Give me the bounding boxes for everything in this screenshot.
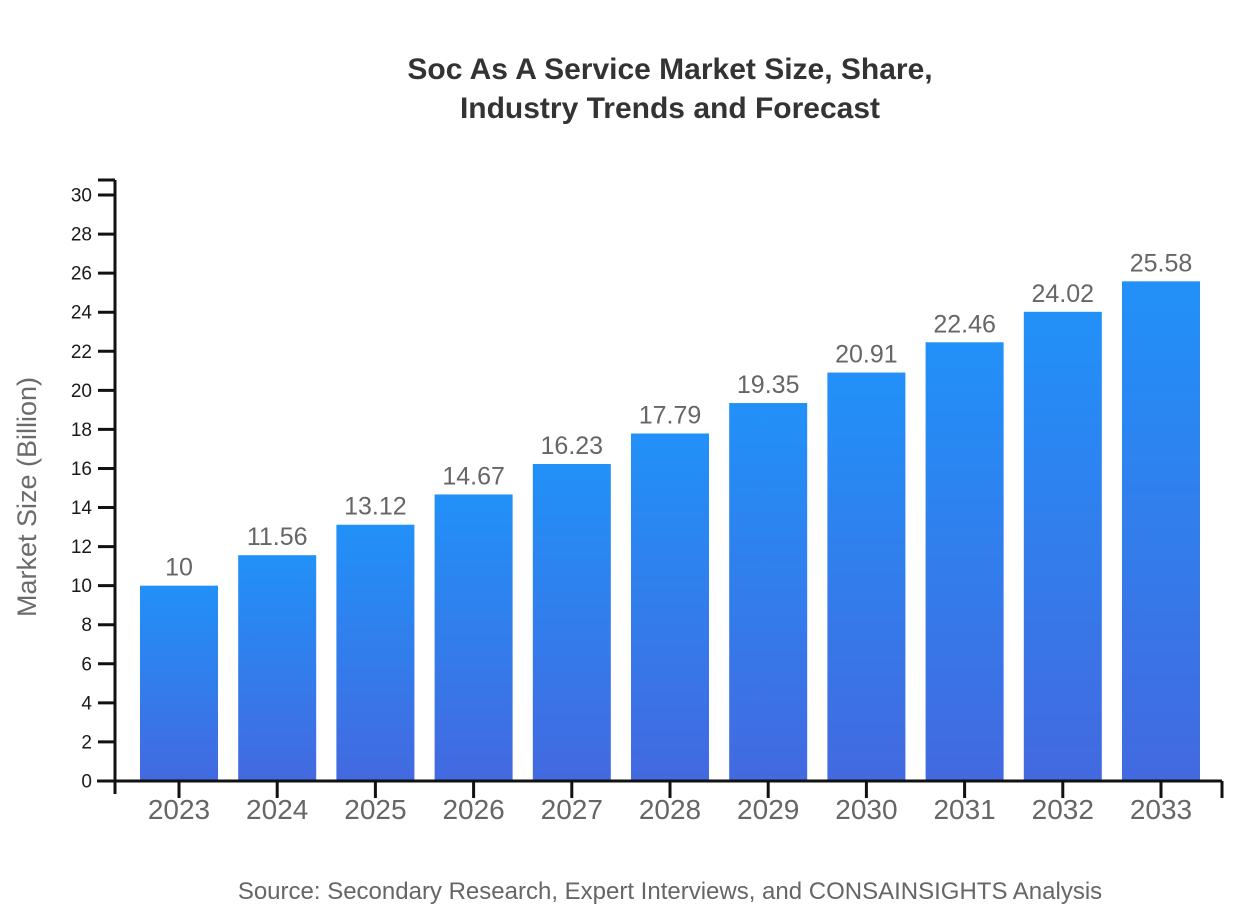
- y-tick-label: 2: [81, 732, 92, 753]
- y-tick-label: 0: [81, 772, 92, 793]
- y-tick-label: 10: [71, 576, 92, 597]
- y-tick-label: 26: [71, 264, 92, 285]
- bars-layer: 10 11.56 13.12 14.67 16.23 17.79 19.35 20.91 22.…: [140, 249, 1200, 781]
- bar-value-label: 13.12: [344, 493, 407, 521]
- x-axis: 2023 2024 2025 2026 2027 2028 2029 2030 2031 2032…: [97, 779, 1224, 825]
- x-tick-label: 2024: [246, 794, 308, 825]
- y-tick-label: 12: [71, 537, 92, 558]
- y-tick-label: 4: [81, 693, 92, 714]
- chart-title-line2: Industry Trends and Forecast: [460, 92, 880, 125]
- bar: [140, 585, 218, 781]
- bar: [434, 494, 513, 781]
- y-tick-label: 30: [71, 186, 92, 207]
- x-tick-label: 2023: [148, 794, 210, 825]
- y-tick-label: 8: [81, 615, 92, 636]
- x-tick-label: 2028: [639, 794, 701, 825]
- bar-value-label: 11.56: [247, 523, 308, 551]
- x-tick-label: 2026: [442, 794, 504, 825]
- bar-value-label: 19.35: [737, 371, 800, 399]
- bar: [238, 555, 317, 781]
- bar: [1023, 311, 1102, 781]
- x-tick-label: 2032: [1032, 794, 1094, 825]
- x-tick-label: 2030: [835, 794, 897, 825]
- x-tick-label: 2031: [933, 794, 995, 825]
- x-tick-label: 2033: [1130, 794, 1192, 825]
- bar: [729, 403, 808, 781]
- y-tick-label: 16: [71, 459, 92, 480]
- bar-value-label: 14.67: [442, 462, 505, 490]
- bar: [532, 463, 611, 781]
- y-tick-label: 28: [71, 225, 92, 246]
- bar: [925, 342, 1004, 781]
- y-tick-label: 6: [81, 654, 92, 675]
- bar-value-label: 24.02: [1032, 280, 1095, 308]
- chart-title-line1: Soc As A Service Market Size, Share,: [407, 53, 932, 86]
- bar-value-label: 20.91: [835, 341, 898, 369]
- bar: [631, 433, 709, 781]
- source-caption: Source: Secondary Research, Expert Inter…: [238, 878, 1102, 905]
- y-tick-label: 22: [71, 342, 92, 363]
- bar: [1122, 281, 1200, 781]
- y-tick-label: 14: [71, 498, 93, 519]
- bar-value-label: 17.79: [639, 402, 702, 430]
- y-tick-label: 24: [71, 303, 93, 324]
- bar-value-label: 22.46: [933, 310, 996, 338]
- y-tick-label: 18: [71, 420, 92, 441]
- bar: [336, 524, 415, 781]
- bar-value-label: 16.23: [541, 432, 604, 460]
- x-tick-label: 2027: [541, 794, 603, 825]
- x-tick-label: 2029: [737, 794, 799, 825]
- bar-value-label: 25.58: [1130, 249, 1193, 277]
- y-tick-label: 20: [71, 381, 92, 402]
- y-axis-title: Market Size (Billion): [12, 377, 42, 617]
- bar: [827, 372, 906, 781]
- x-tick-label: 2025: [344, 794, 406, 825]
- bar-value-label: 10: [165, 554, 193, 582]
